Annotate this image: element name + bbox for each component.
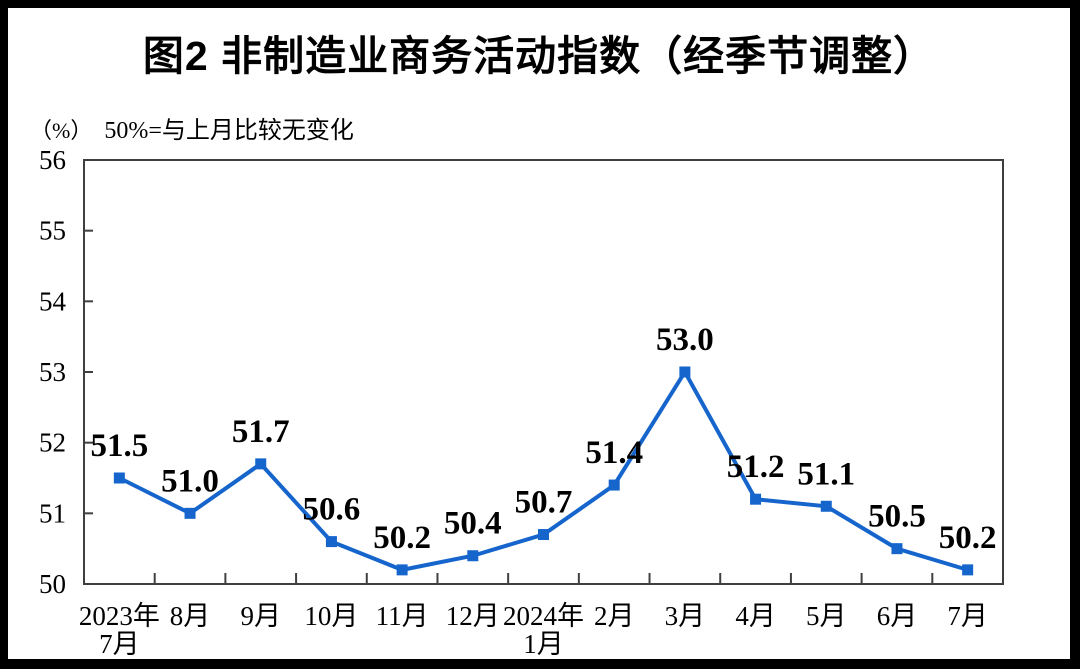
y-axis-label: 52 [39,428,66,458]
data-point-marker [538,529,549,541]
data-point-label: 50.2 [373,520,431,556]
data-point-label: 50.4 [444,506,502,542]
x-axis-label: 7月 [947,601,988,631]
data-point-label: 50.2 [939,520,997,556]
data-point-label: 53.0 [656,322,714,358]
axis-note: （%） 50%=与上月比较无变化 [30,110,354,145]
data-point-label: 51.1 [797,456,855,492]
x-axis-label: 11月 [376,601,429,631]
x-axis-label: 2月 [594,601,635,631]
data-point-marker [750,493,762,505]
data-point-marker [608,479,620,491]
y-axis-label: 54 [39,286,67,316]
data-point-label: 51.7 [232,414,290,450]
x-axis-label: 4月 [735,601,776,631]
x-axis-label: 6月 [877,601,918,631]
y-axis-unit-label: （%） [30,118,93,143]
x-axis-label: 5月 [806,601,847,631]
data-point-marker [255,458,267,470]
y-axis-label: 51 [39,498,66,528]
x-axis-label: 1月 [523,629,564,659]
data-point-label: 51.4 [585,435,643,471]
data-point-marker [679,366,691,378]
data-point-marker [962,564,974,576]
x-axis-label: 8月 [170,601,211,631]
x-axis-label: 2024年 [503,601,584,631]
data-point-label: 51.5 [90,428,148,464]
x-axis-label: 2023年 [79,601,160,631]
y-axis-label: 55 [39,216,66,246]
data-point-marker [184,507,196,519]
data-point-marker [396,564,408,576]
x-axis-label: 3月 [665,601,706,631]
chart-title: 图2 非制造业商务活动指数（经季节调整） [142,33,936,79]
data-point-marker [325,536,337,548]
data-point-label: 50.5 [868,499,926,535]
y-axis-label: 50 [39,569,66,599]
x-axis-label: 12月 [446,601,500,631]
data-point-label: 50.7 [515,485,573,521]
x-axis-label: 9月 [240,601,281,631]
reference-note: 50%=与上月比较无变化 [104,118,354,144]
data-point-label: 50.6 [303,492,361,528]
data-point-label: 51.0 [161,463,219,499]
x-axis-label: 10月 [304,601,358,631]
data-point-label: 51.2 [727,449,785,485]
chart-area: 图2 非制造业商务活动指数（经季节调整） （%） 50%=与上月比较无变化 [8,8,1070,659]
y-axis-label: 53 [39,357,66,387]
y-axis-label: 56 [39,145,66,175]
data-point-marker [467,550,479,562]
data-point-marker [891,543,903,555]
x-axis-label: 7月 [99,629,140,659]
data-point-marker [113,472,125,484]
data-point-marker [820,500,832,512]
